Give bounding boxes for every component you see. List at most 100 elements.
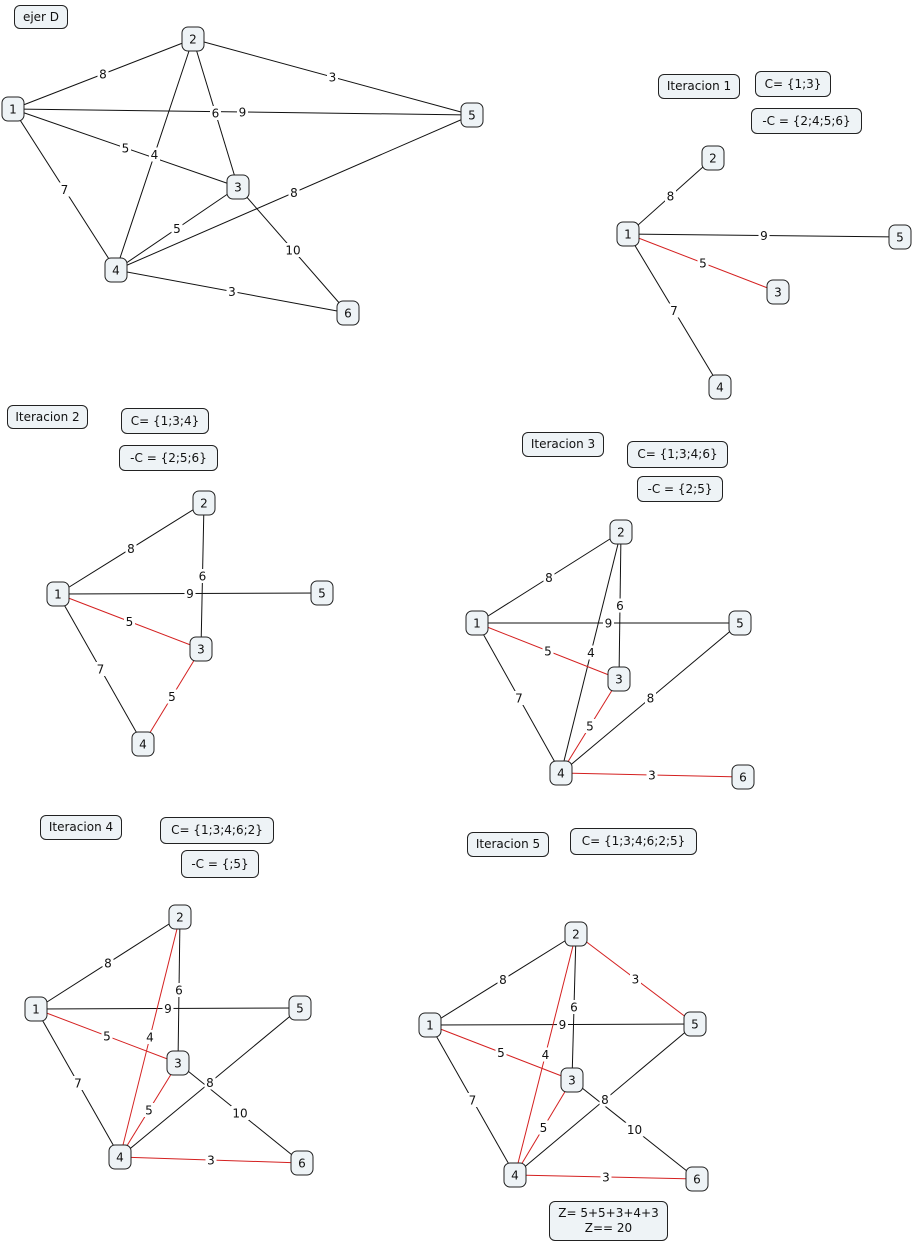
edge-weight-1-3: 5: [122, 142, 130, 156]
iteracion-5-edges: [429, 933, 698, 1180]
edge-weight-1-4: 7: [61, 183, 69, 197]
iteracion-4-label: Iteracion 4: [40, 815, 122, 840]
node-label: 5: [468, 109, 476, 123]
edge-weight-1-3: 5: [126, 615, 134, 629]
edge-label-bg: [568, 1000, 580, 1014]
iteracion-1-not-c-set: -C = {2;4;5;6}: [751, 108, 862, 134]
node-label: 6: [344, 307, 352, 321]
node-label: 3: [174, 1057, 182, 1071]
edge-label-bg: [495, 1045, 507, 1060]
edge-weight-4-6: 3: [602, 1171, 610, 1185]
node-box: [728, 610, 752, 636]
node-box: [564, 921, 588, 947]
iteracion-4-not-c-set: -C = {;5}: [181, 850, 259, 878]
edge-weight-4-5: 8: [601, 1093, 609, 1107]
edge-label-bg: [599, 1092, 611, 1107]
node-box: [607, 666, 631, 692]
edge-weight-1-4: 7: [469, 1094, 477, 1108]
node-box: [701, 145, 725, 171]
edge-label-bg: [646, 768, 658, 782]
edge-weight-3-4: 5: [145, 1104, 153, 1118]
iteracion-2-c-set: C= {1;3;4}: [121, 408, 209, 434]
iteracion-1-label: Iteracion 1: [658, 74, 740, 99]
node-5: 5: [460, 102, 484, 128]
node-box: [288, 995, 312, 1021]
node-2: 2: [564, 921, 588, 947]
node-box: [46, 581, 70, 607]
node-1: 1: [418, 1012, 442, 1038]
edge-label-bg: [171, 221, 183, 236]
ejer-d-graph: 8 3 9 6 4 5 7 5 8 10 3 1 2 3 4 5 6: [1, 26, 484, 326]
node-label: 1: [9, 103, 17, 117]
edge-weight-1-5: 9: [164, 1002, 172, 1016]
edge-label-bg: [231, 1106, 249, 1120]
node-label: 5: [736, 617, 744, 631]
edge-weight-1-4: 7: [515, 692, 523, 706]
iteracion-1-graph: 8 9 5 7 1 2 3 4 5: [616, 145, 912, 400]
edge-weight-4-5: 8: [206, 1076, 214, 1090]
iteracion-4-edges: [35, 916, 303, 1164]
node-label: 5: [896, 231, 904, 245]
iteracion-3-edge-labels: 8 96 4 5 7 5 8 3: [513, 570, 658, 783]
edge-weight-1-2: 8: [545, 571, 553, 585]
node-5: 5: [683, 1011, 707, 1037]
edge-label-bg: [467, 1093, 478, 1107]
node-label: 3: [774, 286, 782, 300]
edge-weight-1-4: 7: [74, 1077, 82, 1091]
node-1: 1: [1, 96, 25, 122]
edge-weight-1-3: 5: [544, 645, 552, 659]
iteracion-5-edge-labels: 8 3 96 4 5 7 5 8 10 3: [467, 972, 644, 1185]
edge-label-bg: [585, 645, 597, 660]
node-box: [616, 221, 640, 247]
node-label: 3: [568, 1074, 576, 1088]
edge-label-bg: [630, 972, 641, 986]
node-label: 4: [511, 1169, 519, 1183]
node-1: 1: [24, 996, 48, 1022]
edge-label-bg: [210, 106, 221, 120]
node-label: 1: [54, 588, 62, 602]
node-2: 2: [192, 490, 216, 516]
node-box: [189, 636, 213, 662]
edge-weight-2-3: 6: [616, 599, 624, 613]
edge-weight-3-6: 10: [232, 1107, 247, 1121]
node-label: 1: [426, 1019, 434, 1033]
iteracion-5-label: Iteracion 5: [467, 832, 549, 857]
edge-label-bg: [162, 1001, 174, 1016]
edge-label-bg: [614, 598, 626, 613]
node-label: 5: [296, 1002, 304, 1016]
node-box: [549, 760, 573, 786]
edge-label-bg: [542, 644, 554, 658]
edge-label-bg: [668, 303, 680, 318]
edge-weight-4-5: 8: [290, 186, 298, 200]
iteracion-3-not-c-set: -C = {2;5}: [637, 476, 723, 502]
node-label: 1: [624, 228, 632, 242]
node-4: 4: [104, 257, 128, 283]
node-box: [131, 731, 155, 757]
node-box: [24, 996, 48, 1022]
result-box: Z= 5+5+3+4+3 Z== 20: [549, 1201, 668, 1241]
edge-label-bg: [237, 105, 248, 119]
edge-label-bg: [124, 614, 135, 629]
node-4: 4: [108, 1144, 132, 1170]
ejer-d-edge-labels: 8 3 9 6 4 5 7 5 8 10 3: [59, 67, 338, 299]
node-label: 3: [615, 673, 623, 687]
edge-label-bg: [584, 719, 596, 733]
node-6: 6: [685, 1166, 709, 1192]
edge-label-bg: [284, 243, 302, 257]
node-label: 2: [200, 497, 208, 511]
edge-label-bg: [59, 182, 70, 197]
edge-label-bg: [97, 67, 109, 81]
edge-label-bg: [173, 983, 185, 997]
node-box: [465, 610, 489, 636]
iteracion-1-edge-labels: 8 9 5 7: [665, 189, 770, 318]
edge-label-bg: [184, 586, 196, 601]
node-2: 2: [181, 26, 205, 52]
node-box: [290, 1150, 314, 1176]
edge-label-bg: [205, 1153, 217, 1167]
edge-weight-1-4: 7: [670, 304, 678, 318]
edge-weight-1-2: 8: [104, 957, 112, 971]
edge-label-bg: [143, 1103, 155, 1117]
edge-weight-1-5: 9: [239, 106, 247, 120]
edge-label-bg: [665, 189, 676, 203]
